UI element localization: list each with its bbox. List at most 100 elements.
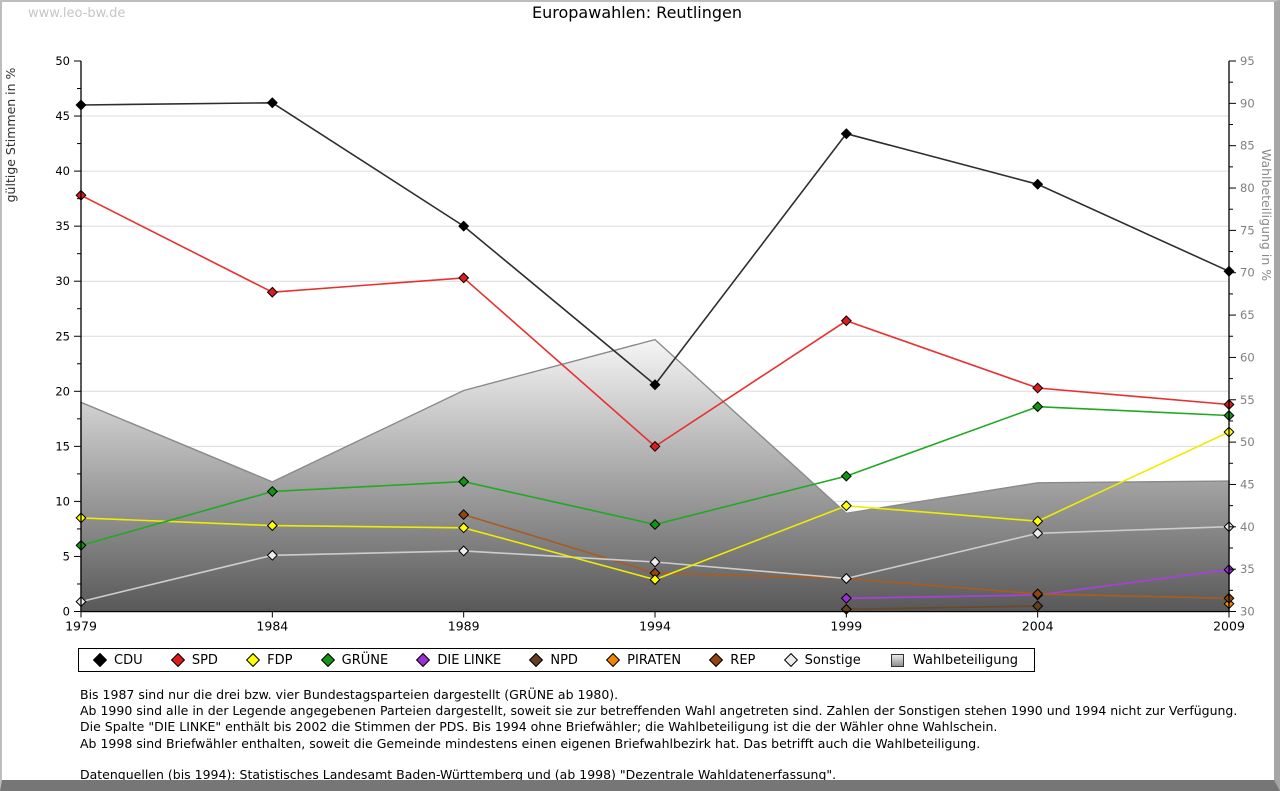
right-tick-label: 30 [1240, 605, 1255, 619]
legend-diamond-swatch [320, 652, 335, 668]
legend-diamond-swatch [606, 652, 621, 668]
right-tick-label: 35 [1240, 562, 1255, 576]
series-line-NPD [846, 605, 1038, 611]
right-tick-label: 70 [1240, 266, 1255, 280]
x-tick-label: 2004 [1022, 619, 1054, 634]
data-point-SPD [649, 440, 661, 452]
data-point-Sonstige [458, 545, 470, 557]
legend-diamond-swatch [783, 652, 798, 668]
right-tick-label: 45 [1240, 477, 1255, 491]
data-point-DIE LINKE [840, 592, 852, 604]
data-point-SPD [840, 315, 852, 327]
left-tick-label: 20 [55, 384, 70, 398]
data-point-Sonstige [840, 572, 852, 585]
legend-item-REP: REP [709, 652, 756, 668]
x-tick-label: 1984 [256, 619, 288, 634]
legend-item-DIE LINKE: DIE LINKE [416, 652, 502, 668]
right-tick-label: 60 [1240, 350, 1255, 364]
data-point-Sonstige [649, 556, 661, 568]
right-tick-label: 40 [1240, 520, 1255, 534]
legend-square-swatch [890, 653, 904, 667]
data-point-FDP [266, 520, 278, 532]
legend-label: DIE LINKE [437, 652, 502, 668]
election-line-chart: 0 5 10 15 20 25 30 35 40 45 50 30 35 40 45 50 55 60 65 70 75… [3, 54, 1274, 634]
footnote-line: Die Spalte "DIE LINKE" enthält bis 2002 … [80, 719, 998, 735]
x-tick-label: 1994 [639, 619, 671, 634]
legend-label: REP [730, 652, 756, 668]
right-tick-label: 80 [1240, 181, 1255, 195]
footnote-line: Bis 1987 sind nur die drei bzw. vier Bun… [80, 687, 619, 702]
legend-label: Wahlbeteiligung [912, 652, 1018, 668]
right-tick-label: 65 [1240, 308, 1255, 322]
legend-label: GRÜNE [341, 652, 389, 668]
data-point-FDP [458, 522, 470, 534]
data-point-REP [458, 509, 470, 521]
left-tick-label: 35 [55, 219, 70, 233]
footnote-line: Ab 1998 sind Briefwähler enthalten, sowe… [80, 735, 981, 751]
legend-diamond-swatch [709, 652, 724, 668]
legend-diamond-swatch [529, 652, 544, 668]
data-point-CDU [840, 128, 852, 140]
legend-item-Wahlbeteiligung: Wahlbeteiligung [890, 652, 1018, 668]
right-axis-title: Wahlbeteiligung in % [1259, 149, 1274, 281]
legend-item-SPD: SPD [170, 652, 218, 668]
legend-diamond-swatch [170, 652, 185, 668]
source-line: Datenquellen (bis 1994): Statistisches L… [80, 766, 837, 782]
data-point-CDU [266, 97, 278, 109]
data-point-REP [1032, 588, 1044, 600]
left-tick-label: 15 [55, 439, 70, 453]
left-tick-label: 25 [55, 329, 70, 343]
right-tick-label: 90 [1240, 96, 1255, 110]
left-axis-title: gültige Stimmen in % [3, 67, 18, 202]
data-point-Sonstige [1032, 527, 1044, 539]
data-point-GRÜNE [649, 518, 661, 531]
legend-label: SPD [191, 652, 218, 668]
data-point-CDU [1032, 178, 1044, 190]
data-point-SPD [458, 272, 470, 284]
right-tick-label: 75 [1240, 223, 1255, 237]
data-point-Sonstige [266, 549, 278, 561]
chart-legend: CDU SPD FDP GRÜNE DIE LINKE NPD PIRATEN REP Sons… [78, 648, 1035, 672]
legend-diamond-swatch [246, 652, 261, 668]
legend-item-CDU: CDU [92, 652, 143, 668]
legend-diamond-swatch [416, 652, 431, 668]
legend-diamond-swatch [92, 652, 108, 668]
page-title: Europawahlen: Reutlingen [532, 3, 742, 22]
left-tick-label: 0 [63, 605, 70, 619]
data-point-GRÜNE [458, 476, 470, 488]
x-tick-label: 1989 [448, 619, 480, 634]
left-tick-label: 10 [55, 494, 70, 508]
legend-label: CDU [114, 652, 143, 668]
left-tick-label: 5 [63, 549, 70, 563]
x-tick-label: 2009 [1213, 619, 1245, 634]
x-tick-label: 1999 [830, 619, 862, 634]
right-tick-label: 85 [1240, 139, 1255, 153]
legend-item-FDP: FDP [246, 652, 293, 668]
data-point-SPD [1032, 382, 1044, 394]
data-point-FDP [649, 574, 661, 586]
right-tick-label: 55 [1240, 393, 1255, 407]
watermark: www.leo-bw.de [28, 6, 126, 21]
legend-label: FDP [267, 652, 293, 668]
legend-label: Sonstige [804, 652, 861, 668]
legend-item-GRÜNE: GRÜNE [320, 652, 389, 668]
footnotes-block: Bis 1987 sind nur die drei bzw. vier Bun… [80, 687, 1237, 783]
left-tick-label: 30 [55, 274, 70, 288]
data-point-FDP [840, 500, 852, 512]
data-point-GRÜNE [266, 485, 278, 498]
legend-item-Sonstige: Sonstige [783, 652, 861, 668]
right-tick-label: 95 [1240, 54, 1255, 68]
right-tick-label: 50 [1240, 435, 1255, 449]
data-point-SPD [266, 286, 278, 298]
left-tick-label: 45 [55, 109, 70, 123]
data-point-GRÜNE [840, 470, 852, 482]
data-point-NPD [1032, 600, 1044, 612]
data-point-FDP [1032, 515, 1044, 527]
legend-label: PIRATEN [627, 652, 682, 668]
left-tick-label: 50 [55, 54, 70, 68]
data-point-CDU [458, 220, 470, 232]
legend-item-PIRATEN: PIRATEN [606, 652, 682, 668]
x-tick-label: 1979 [65, 619, 97, 634]
legend-item-NPD: NPD [529, 652, 578, 668]
legend-label: NPD [550, 652, 578, 668]
